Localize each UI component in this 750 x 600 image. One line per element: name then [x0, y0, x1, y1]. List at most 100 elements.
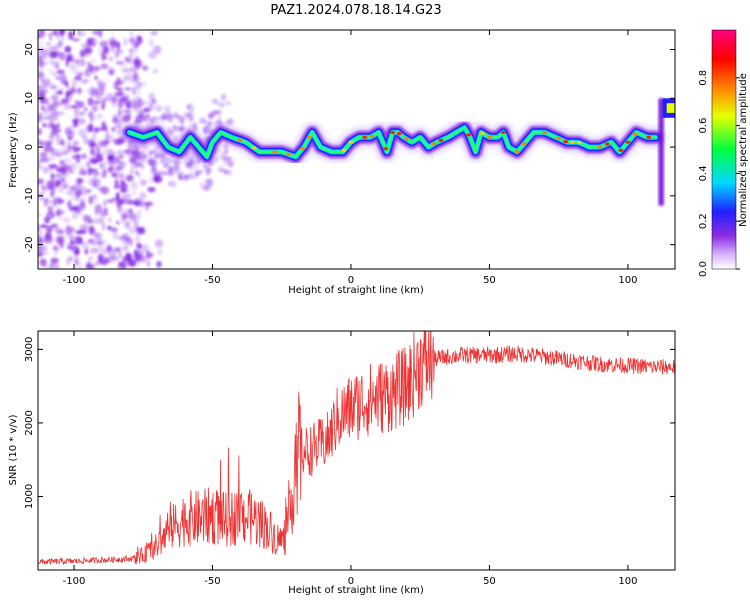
- noise-blob: [69, 256, 73, 262]
- noise-blob: [64, 45, 72, 53]
- ridge-hotspot: [306, 135, 312, 139]
- noise-blob: [71, 105, 78, 109]
- noise-blob: [76, 177, 84, 184]
- noise-blob: [60, 176, 66, 181]
- noise-blob: [87, 223, 93, 228]
- noise-blob: [74, 263, 84, 269]
- noise-blob: [79, 201, 86, 211]
- noise-blob: [101, 148, 111, 156]
- noise-blob: [67, 87, 72, 95]
- noise-blob: [109, 56, 113, 62]
- noise-blob: [176, 170, 182, 179]
- noise-blob: [99, 114, 103, 119]
- noise-blob: [147, 103, 154, 111]
- noise-blob: [75, 247, 80, 255]
- noise-blob: [91, 102, 98, 110]
- noise-blob: [75, 229, 85, 235]
- noise-blob: [89, 141, 98, 148]
- noise-blob: [103, 55, 109, 60]
- noise-blob: [136, 61, 144, 67]
- noise-blob: [69, 185, 78, 191]
- bottom-x-tick-label: -100: [63, 576, 86, 587]
- noise-blob: [86, 112, 96, 118]
- noise-blob: [126, 58, 136, 65]
- noise-blob: [194, 170, 200, 177]
- ridge-hotspot: [431, 142, 437, 146]
- noise-blob: [141, 65, 149, 71]
- noise-blob: [148, 175, 154, 184]
- noise-blob: [103, 208, 109, 214]
- noise-blob: [190, 156, 194, 163]
- noise-blob: [61, 146, 69, 153]
- noise-blob: [56, 122, 60, 129]
- noise-blob: [51, 223, 58, 229]
- noise-blob: [142, 154, 148, 159]
- noise-blob: [116, 150, 124, 155]
- noise-blob: [40, 192, 45, 201]
- noise-blob: [83, 215, 92, 224]
- noise-blob: [61, 141, 67, 147]
- top-y-axis-label: Frequency (Hz): [8, 112, 19, 188]
- noise-blob: [42, 166, 49, 174]
- noise-blob: [87, 97, 94, 106]
- noise-blob: [104, 78, 111, 82]
- colorbar-tick-label: 0.4: [698, 165, 709, 181]
- noise-blob: [54, 153, 64, 157]
- noise-blob: [45, 214, 52, 220]
- noise-blob: [78, 122, 86, 126]
- noise-blob: [47, 164, 56, 169]
- noise-blob: [60, 242, 64, 249]
- ridge-hotspot: [251, 146, 257, 150]
- noise-blob: [62, 217, 71, 224]
- noise-blob: [45, 229, 51, 237]
- noise-blob: [199, 169, 204, 174]
- ridge-hotspot: [369, 134, 375, 139]
- noise-blob: [103, 199, 107, 207]
- noise-blob: [101, 101, 106, 108]
- noise-blob: [43, 200, 48, 207]
- bottom-x-tick-label: 0: [348, 576, 354, 587]
- noise-blob: [54, 64, 59, 69]
- noise-blob: [77, 30, 82, 37]
- noise-blob: [118, 63, 128, 69]
- noise-blob: [39, 258, 47, 267]
- noise-blob: [105, 128, 110, 136]
- noise-blob: [72, 140, 80, 146]
- noise-blob: [42, 122, 46, 128]
- noise-blob: [69, 162, 78, 171]
- noise-blob: [72, 146, 80, 153]
- noise-blob: [92, 183, 98, 188]
- noise-blob: [50, 60, 57, 66]
- noise-blob: [146, 113, 151, 120]
- noise-blob: [96, 146, 100, 155]
- noise-blob: [86, 260, 92, 269]
- noise-blob: [38, 118, 41, 123]
- noise-blob: [133, 74, 141, 83]
- noise-blob: [73, 120, 79, 125]
- noise-blob: [47, 200, 54, 204]
- ridge-hotspot: [625, 140, 631, 144]
- top-y-tick-label: 20: [24, 43, 35, 56]
- noise-blob: [103, 46, 109, 55]
- bottom-y-axis-label: SNR (10 * v/v): [8, 414, 19, 485]
- noise-blob: [139, 258, 147, 263]
- noise-blob: [49, 116, 59, 121]
- noise-blob: [80, 48, 88, 56]
- noise-blob: [148, 158, 156, 166]
- noise-blob: [163, 171, 168, 176]
- ridge-hotspot: [362, 135, 368, 139]
- noise-blob: [150, 168, 159, 175]
- bottom-x-tick-label: -50: [204, 576, 220, 587]
- noise-blob: [134, 234, 141, 244]
- edge-feature-column: [658, 98, 664, 206]
- noise-blob: [63, 103, 73, 110]
- edge-feature: [658, 98, 675, 206]
- snr-series-line: [38, 331, 675, 566]
- noise-blob: [148, 38, 155, 48]
- noise-blob: [86, 37, 94, 44]
- noise-blob: [61, 164, 71, 172]
- noise-blob: [49, 35, 53, 41]
- noise-blob: [94, 232, 103, 241]
- noise-blob: [92, 152, 102, 159]
